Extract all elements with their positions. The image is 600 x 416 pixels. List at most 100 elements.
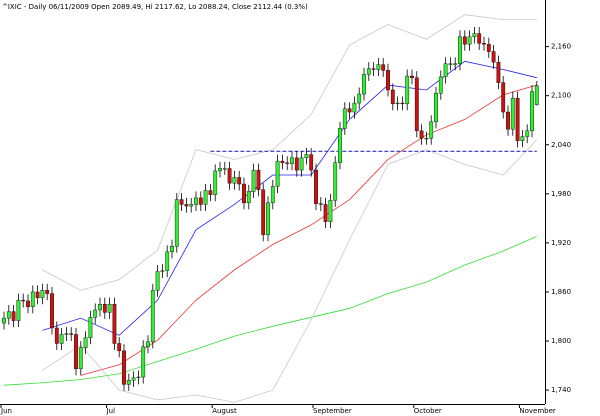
candle-body bbox=[448, 63, 453, 65]
candle-body bbox=[405, 75, 410, 105]
candle-body bbox=[438, 76, 443, 94]
candle-body bbox=[266, 202, 270, 235]
candle-body bbox=[98, 304, 102, 311]
candle-body bbox=[482, 43, 486, 45]
candle-body bbox=[30, 291, 35, 307]
candle-body bbox=[462, 36, 467, 45]
candle-body bbox=[323, 204, 328, 222]
candle-body bbox=[141, 346, 146, 378]
x-tick-label: November bbox=[519, 407, 556, 415]
candle-body bbox=[270, 186, 275, 204]
candle-body bbox=[2, 317, 6, 324]
candle-body bbox=[400, 102, 405, 105]
candle-body bbox=[472, 33, 477, 38]
candle-body bbox=[26, 300, 30, 307]
candle-body bbox=[491, 51, 496, 63]
candle-body bbox=[520, 136, 525, 141]
candle-body bbox=[64, 333, 69, 335]
x-tick-label: September bbox=[313, 407, 352, 415]
candle-body bbox=[261, 189, 266, 235]
candle-body bbox=[419, 130, 424, 139]
candle-body bbox=[11, 311, 16, 321]
candle-body bbox=[232, 177, 237, 184]
candle-body bbox=[467, 36, 472, 45]
candle-body bbox=[45, 290, 50, 294]
candle-body bbox=[35, 291, 40, 298]
candle-body bbox=[318, 203, 323, 205]
candle-body bbox=[290, 157, 294, 164]
candle-body bbox=[237, 177, 242, 185]
overlay-line bbox=[3, 235, 537, 386]
candle-body bbox=[510, 97, 515, 130]
candle-body bbox=[222, 168, 227, 170]
candle-body bbox=[242, 183, 246, 204]
candle-body bbox=[227, 168, 232, 184]
candle-body bbox=[251, 169, 256, 192]
candle-body bbox=[275, 160, 280, 187]
candle-body bbox=[160, 270, 165, 272]
candle-body bbox=[328, 200, 333, 222]
candle-body bbox=[102, 304, 107, 313]
candle-body bbox=[170, 245, 174, 253]
candle-body bbox=[179, 199, 184, 205]
candle-body bbox=[131, 377, 136, 381]
candle-body bbox=[285, 162, 290, 164]
candle-body bbox=[88, 317, 93, 338]
candle-body bbox=[6, 311, 11, 319]
candle-body bbox=[496, 61, 501, 83]
candle-body bbox=[246, 191, 251, 204]
candle-body bbox=[54, 327, 59, 344]
candle-body bbox=[16, 299, 21, 321]
candle-body bbox=[69, 333, 74, 335]
candle-body bbox=[395, 102, 400, 105]
candle-body bbox=[386, 70, 390, 91]
overlay-line bbox=[42, 60, 537, 336]
candle-body bbox=[390, 89, 395, 105]
candle-body bbox=[477, 33, 482, 44]
candle-body bbox=[59, 334, 64, 344]
candle-body bbox=[117, 343, 122, 352]
candle-body bbox=[50, 293, 54, 329]
candle-body bbox=[107, 304, 112, 313]
candle-body bbox=[342, 108, 347, 129]
candle-body bbox=[218, 168, 222, 172]
candle-body bbox=[453, 63, 458, 65]
candle-body bbox=[294, 157, 299, 171]
candle-body bbox=[458, 36, 462, 64]
y-tick-label: 1,740 bbox=[551, 386, 571, 394]
candle-body bbox=[304, 154, 309, 159]
candle-body bbox=[429, 121, 434, 139]
candle-body bbox=[174, 199, 179, 247]
chart-title: ^IXIC - Daily 06/11/2009 Open 2089.49, H… bbox=[2, 3, 308, 11]
overlay-line bbox=[80, 84, 537, 376]
candle-body bbox=[486, 43, 491, 52]
candle-body bbox=[309, 154, 314, 171]
candle-body bbox=[74, 334, 78, 370]
candle-body bbox=[443, 63, 448, 78]
candle-body bbox=[501, 82, 506, 113]
x-tick-label: August bbox=[212, 407, 237, 415]
candle-body bbox=[122, 350, 126, 385]
candle-body bbox=[376, 64, 381, 70]
candle-body bbox=[165, 251, 170, 271]
y-tick-label: 2,040 bbox=[551, 141, 571, 149]
candle-body bbox=[424, 138, 429, 140]
candle-body bbox=[155, 271, 160, 291]
candle-body bbox=[362, 74, 366, 95]
candle-body bbox=[534, 85, 539, 105]
x-tick-label: Jul bbox=[106, 407, 116, 415]
candle-body bbox=[357, 93, 362, 104]
candle-body bbox=[78, 347, 83, 370]
candle-body bbox=[410, 75, 414, 78]
candle-body bbox=[314, 169, 318, 204]
y-tick-label: 1,800 bbox=[551, 337, 571, 345]
candle-body bbox=[515, 97, 520, 141]
candle-body bbox=[530, 91, 534, 132]
y-tick-label: 2,100 bbox=[551, 92, 571, 100]
candle-body bbox=[280, 160, 285, 163]
candle-body bbox=[184, 204, 189, 207]
candle-body bbox=[93, 309, 98, 318]
candle-body bbox=[506, 111, 510, 130]
